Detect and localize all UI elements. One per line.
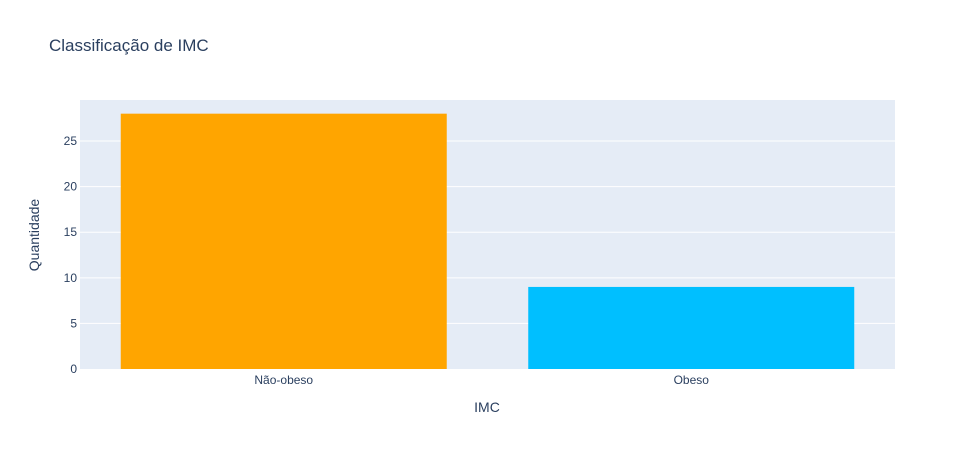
x-axis-title: IMC <box>474 399 500 415</box>
x-tick-label: Obeso <box>674 373 710 387</box>
y-tick-label: 25 <box>64 134 78 148</box>
y-tick-label: 0 <box>70 362 77 376</box>
bars <box>120 113 855 369</box>
y-axis-ticks: 0 5 10 15 20 25 <box>64 134 78 376</box>
y-tick-label: 5 <box>70 316 77 330</box>
bar-2 <box>528 286 855 369</box>
y-tick-label: 20 <box>64 180 78 194</box>
bar-1 <box>120 113 447 369</box>
x-axis-ticks: Não-obeso Obeso <box>254 373 709 387</box>
x-tick-label: Não-obeso <box>254 373 313 387</box>
y-axis-title: Quantidade <box>26 199 42 272</box>
y-tick-label: 15 <box>64 225 78 239</box>
chart-title: Classificação de IMC <box>49 36 209 55</box>
y-tick-label: 10 <box>64 271 78 285</box>
